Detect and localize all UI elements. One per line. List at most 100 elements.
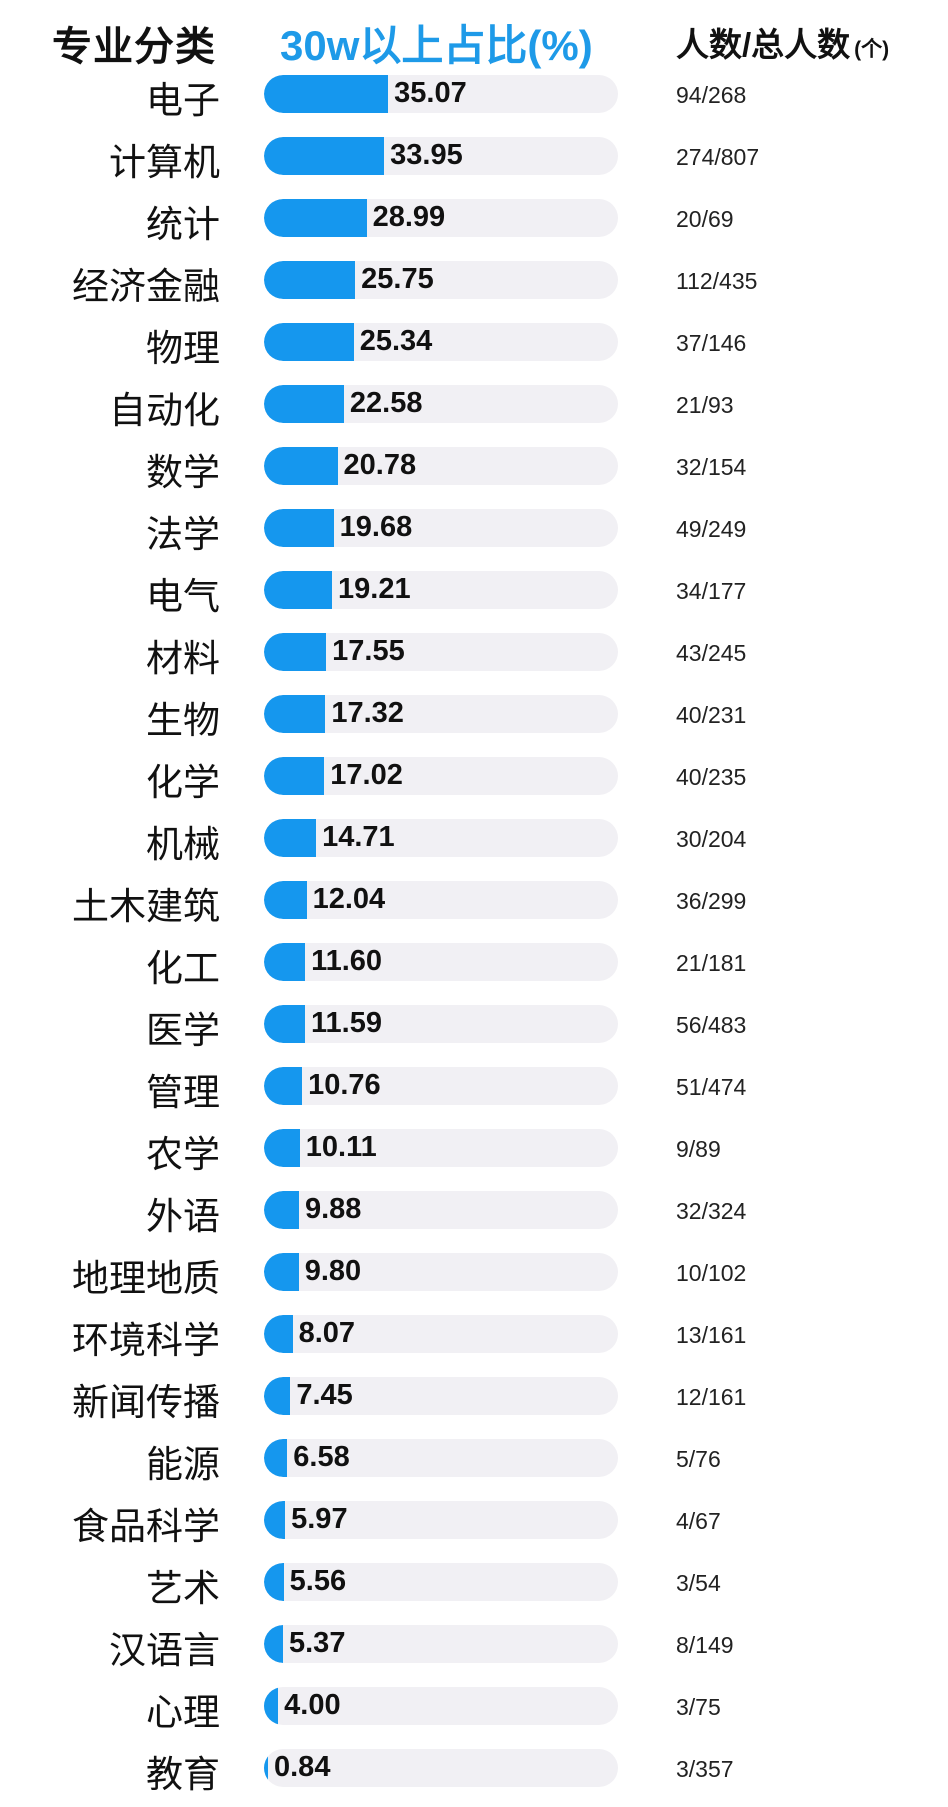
count-label: 56/483 [676,1012,747,1038]
category-label: 教育 [146,1753,220,1796]
bar [264,75,389,113]
bar [264,1625,283,1663]
bar-track [264,1067,618,1105]
bar-track [264,1439,618,1477]
count-label: 34/177 [676,578,747,604]
category-label: 艺术 [146,1567,220,1610]
bar-track [264,1191,618,1229]
value-label: 19.21 [338,573,411,605]
chart-row: 自动化 22.58 21/93 [0,372,948,434]
chart-row: 能源 6.58 5/76 [0,1426,948,1488]
category-label: 环境科学 [72,1319,220,1362]
count-label: 20/69 [676,206,734,232]
category-label: 化学 [146,761,220,804]
value-label: 0.84 [274,1751,331,1783]
chart-row: 统计 28.99 20/69 [0,186,948,248]
chart-row: 土木建筑 12.04 36/299 [0,868,948,930]
value-label: 8.07 [298,1317,356,1349]
bar-track [264,1625,618,1663]
bar [264,1501,286,1539]
value-label: 35.07 [394,77,467,109]
count-label: 21/181 [676,950,747,976]
count-label: 21/93 [676,392,734,418]
bar [264,819,317,857]
category-label: 电子 [146,79,220,122]
count-label: 32/154 [676,454,747,480]
bar-track [264,1501,618,1539]
count-label: 51/474 [676,1074,747,1100]
value-label: 11.60 [311,945,383,977]
chart-row: 汉语言 5.37 8/149 [0,1612,948,1674]
bar [264,1749,268,1787]
bar [264,1439,288,1477]
chart-row: 环境科学 8.07 13/161 [0,1302,948,1364]
chart-row: 化工 11.60 21/181 [0,930,948,992]
bar [264,385,344,423]
chart-row: 医学 11.59 56/483 [0,992,948,1054]
bar [264,447,338,485]
chart-row: 电气 19.21 34/177 [0,558,948,620]
category-label: 能源 [146,1443,220,1486]
bar [264,757,325,795]
count-label: 13/161 [676,1322,747,1348]
value-label: 19.68 [339,511,413,543]
category-label: 经济金融 [72,265,220,308]
bar-track [264,695,618,733]
chart-row: 地理地质 9.80 10/102 [0,1240,948,1302]
category-label: 汉语言 [109,1629,220,1672]
bar-track [264,385,618,423]
count-label: 112/435 [676,268,758,294]
bar [264,943,306,981]
value-label: 5.56 [289,1565,347,1597]
category-label: 心理 [146,1691,220,1734]
bar-track [264,1129,618,1167]
chart-row: 数学 20.78 32/154 [0,434,948,496]
value-label: 17.55 [332,635,405,667]
chart-row: 计算机 33.95 274/807 [0,124,948,186]
count-label: 9/89 [676,1136,721,1162]
bar-track [264,1315,618,1353]
value-label: 25.34 [359,325,433,357]
bar-track [264,1563,618,1601]
category-label: 统计 [146,203,220,246]
category-label: 外语 [146,1195,220,1238]
value-label: 4.00 [284,1689,341,1721]
value-label: 7.45 [296,1379,353,1411]
chart-row: 生物 17.32 40/231 [0,682,948,744]
category-label: 土木建筑 [72,885,220,928]
bar-track [264,943,618,981]
percent-column-header: 30w以上占比(%) [280,22,593,69]
value-label: 9.80 [304,1255,362,1287]
bar-track [264,261,618,299]
chart-row: 新闻传播 7.45 12/161 [0,1364,948,1426]
chart-row: 艺术 5.56 3/54 [0,1550,948,1612]
bar-track [264,881,618,919]
bar-track [264,75,618,113]
bar [264,261,356,299]
category-label: 地理地质 [72,1257,220,1300]
bar [264,1315,293,1353]
value-label: 25.75 [361,263,434,295]
category-label: 法学 [146,513,220,556]
value-label: 28.99 [372,201,446,233]
bar-track [264,757,618,795]
bar [264,1191,299,1229]
bar-track [264,1005,618,1043]
value-label: 33.95 [390,139,463,171]
bar-track [264,571,618,609]
bar [264,695,326,733]
category-label: 物理 [146,327,220,370]
bar-track [264,1253,618,1291]
category-label: 机械 [146,823,220,866]
table-header: 专业分类 30w以上占比(%) 人数/总人数 (个) [0,0,948,84]
category-label: 数学 [146,451,220,494]
chart-row: 管理 10.76 51/474 [0,1054,948,1116]
category-label: 化工 [146,947,220,990]
bar [264,571,332,609]
bar [264,1005,306,1043]
value-label: 9.88 [304,1193,362,1225]
count-label: 40/235 [676,764,747,790]
bar-track [264,447,618,485]
count-label: 43/245 [676,640,747,666]
bar [264,1563,284,1601]
